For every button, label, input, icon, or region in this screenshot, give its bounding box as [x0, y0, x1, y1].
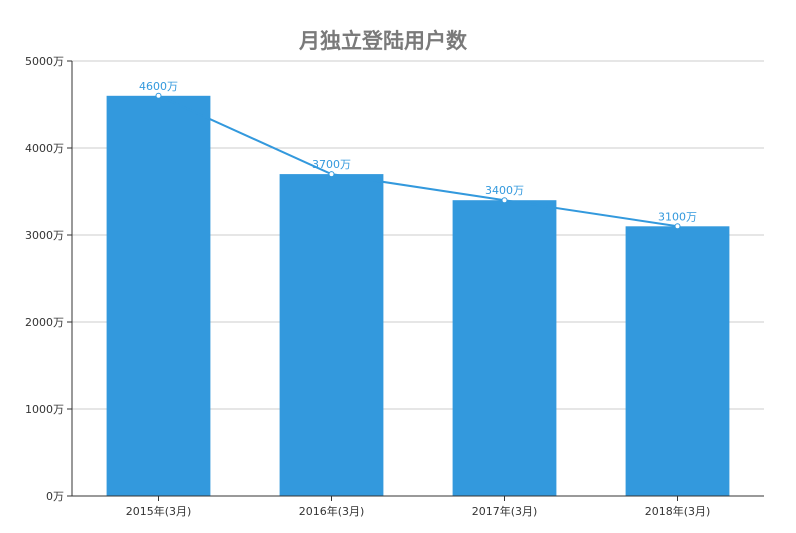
axis-layer: 0万 1000万 2000万 3000万 4000万 5000万 2015年(3月) 2016… [25, 55, 764, 518]
bar [452, 200, 557, 496]
bar [279, 174, 384, 496]
trend-point [155, 92, 162, 99]
data-label: 3100万 [658, 210, 697, 223]
x-tick-label: 2018年(3月) [645, 504, 711, 518]
chart-title: 月独立登陆用户数 [298, 29, 468, 53]
x-tick-label: 2017年(3月) [472, 504, 538, 518]
label-layer: 4600万 3700万 3400万 3100万 [139, 80, 697, 224]
bar [625, 226, 730, 497]
data-label: 4600万 [139, 80, 178, 93]
y-tick-label: 3000万 [25, 229, 64, 242]
trend-line [158, 94, 678, 228]
y-tick-label: 5000万 [25, 55, 64, 68]
bar-layer [106, 95, 730, 497]
data-label: 3400万 [485, 184, 524, 197]
y-tick-label: 4000万 [25, 142, 64, 155]
trend-point [501, 197, 508, 204]
y-tick-label: 2000万 [25, 316, 64, 329]
y-tick-label: 0万 [46, 490, 64, 503]
data-label: 3700万 [312, 158, 351, 171]
x-tick-label: 2015年(3月) [126, 504, 192, 518]
bar [106, 95, 211, 497]
trend-point [328, 171, 335, 178]
line-layer [155, 92, 681, 230]
trend-point [674, 223, 681, 230]
x-tick-label: 2016年(3月) [299, 504, 365, 518]
y-tick-label: 1000万 [25, 403, 64, 416]
